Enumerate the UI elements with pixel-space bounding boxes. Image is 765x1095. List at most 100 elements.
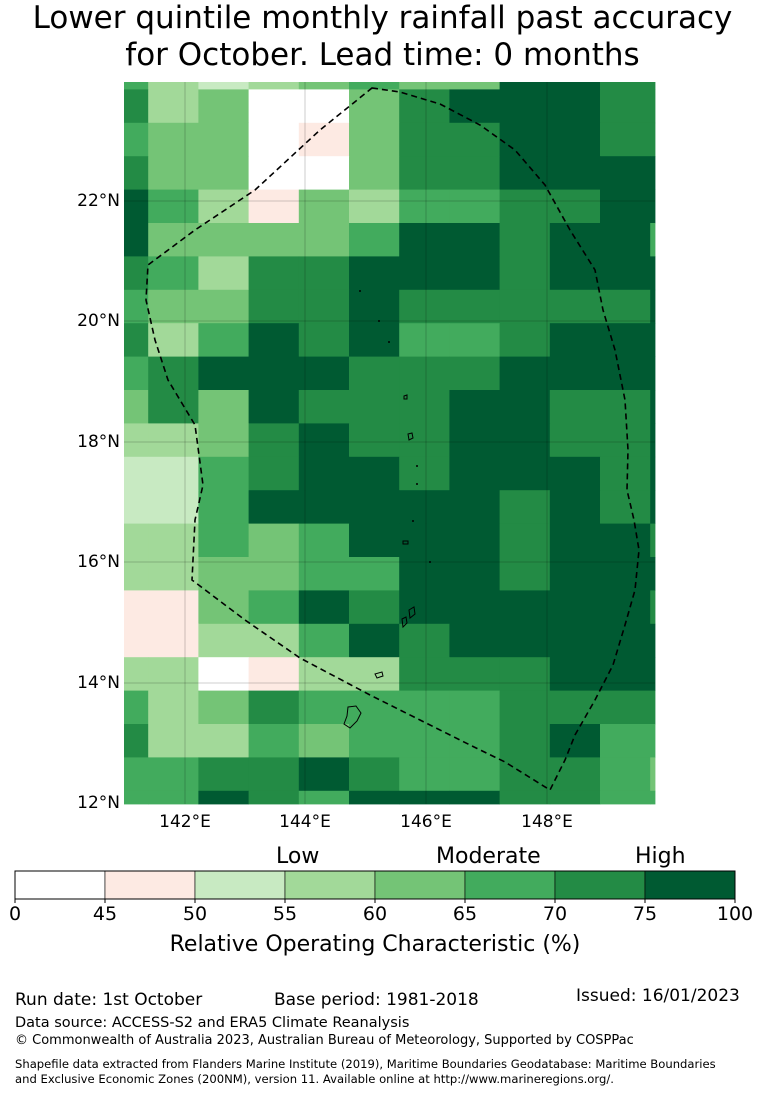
map-cell [499,657,551,691]
map-cell [349,89,400,124]
map-cell [124,523,149,558]
map-cell [248,289,300,324]
colorbar-swatch [464,870,556,900]
map-cell [124,323,149,357]
colorbar-tick-45: 45 [92,903,118,925]
map-cell [349,490,400,524]
map-cell [198,456,249,491]
map-cell [499,690,551,725]
map-cell [124,122,149,157]
map-cell [298,323,350,357]
colorbar-swatch [374,870,466,900]
lat-tick-12: 12°N [77,793,120,813]
island-rota [374,671,384,679]
map-cell [499,724,551,758]
map-cell [148,323,199,357]
map-cell [399,690,450,725]
map-cell [198,790,249,805]
map-cell [298,390,350,424]
map-cell [248,89,300,124]
map-cell [248,82,300,90]
colorbar-label: Relative Operating Characteristic (%) [169,932,581,957]
colorbar-swatch [284,870,376,900]
map-cell [349,557,400,591]
map-cell [124,690,149,725]
map-cell [248,423,300,458]
map-cell [148,757,199,792]
map-cell [449,790,500,805]
map-cell [248,724,300,758]
map-cell [399,289,450,324]
map-cell [248,523,300,558]
lon-tick-144: 144°E [279,812,331,832]
map-cell [148,690,199,725]
map-cell [600,757,651,792]
map-cell [549,289,601,324]
map-cell [349,223,400,257]
map-cell [499,323,551,357]
map-cell [124,82,149,90]
map-cell [650,289,656,324]
map-cell [124,256,149,291]
map-cell [499,122,551,157]
map-cell [499,557,551,591]
map-cell [549,256,601,291]
map-cell [449,490,500,524]
map-cell [148,89,199,124]
map-cell [248,657,300,691]
map-cell [349,189,400,224]
map-cell [499,423,551,458]
colorbar-tick-50: 50 [182,903,208,925]
map-cell [349,82,400,90]
map-cell [549,122,601,157]
map-cell [148,557,199,591]
map-cell [298,456,350,491]
island-agrihan [403,394,408,400]
map-cell [148,490,199,524]
map-cell [298,289,350,324]
map-cell [449,557,500,591]
map-cell [148,122,199,157]
map-cell [124,757,149,792]
map-cell [349,724,400,758]
map-cell [298,189,350,224]
map-gridlines [124,82,655,804]
map-cell [650,122,656,157]
map-cell [449,757,500,792]
lat-tick-16: 16°N [77,552,120,572]
map-cell [198,590,249,625]
map-cell [148,423,199,458]
islet-1 [359,290,361,292]
map-cell [298,590,350,625]
map-cell [248,256,300,291]
category-high: High [635,844,686,869]
map-cell [248,189,300,224]
map-cell [650,456,656,491]
map-cell [349,657,400,691]
map-cell [549,523,601,558]
map-cell [124,657,149,691]
map-cell [499,390,551,424]
map-cell [499,189,551,224]
map-cell [499,289,551,324]
map-cell [198,623,249,658]
map-cell [124,423,149,458]
run-date: Run date: 1st October [15,990,203,1010]
map-cell [650,724,656,758]
map-cell [248,557,300,591]
map-cell [298,557,350,591]
map-cell [650,89,656,124]
map-cell [600,289,651,324]
map-cell [198,122,249,157]
map-cell [148,256,199,291]
map-cell [198,289,249,324]
map-cell [499,456,551,491]
map-cell [650,423,656,458]
shapefile-credit-line-2: and Exclusive Economic Zones (200NM), ve… [15,1072,614,1086]
map-cell [600,724,651,758]
map-cell [349,323,400,357]
map-cell [600,490,651,524]
map-cell [298,790,350,805]
map-cell [600,156,651,190]
lat-tick-14: 14°N [77,673,120,693]
